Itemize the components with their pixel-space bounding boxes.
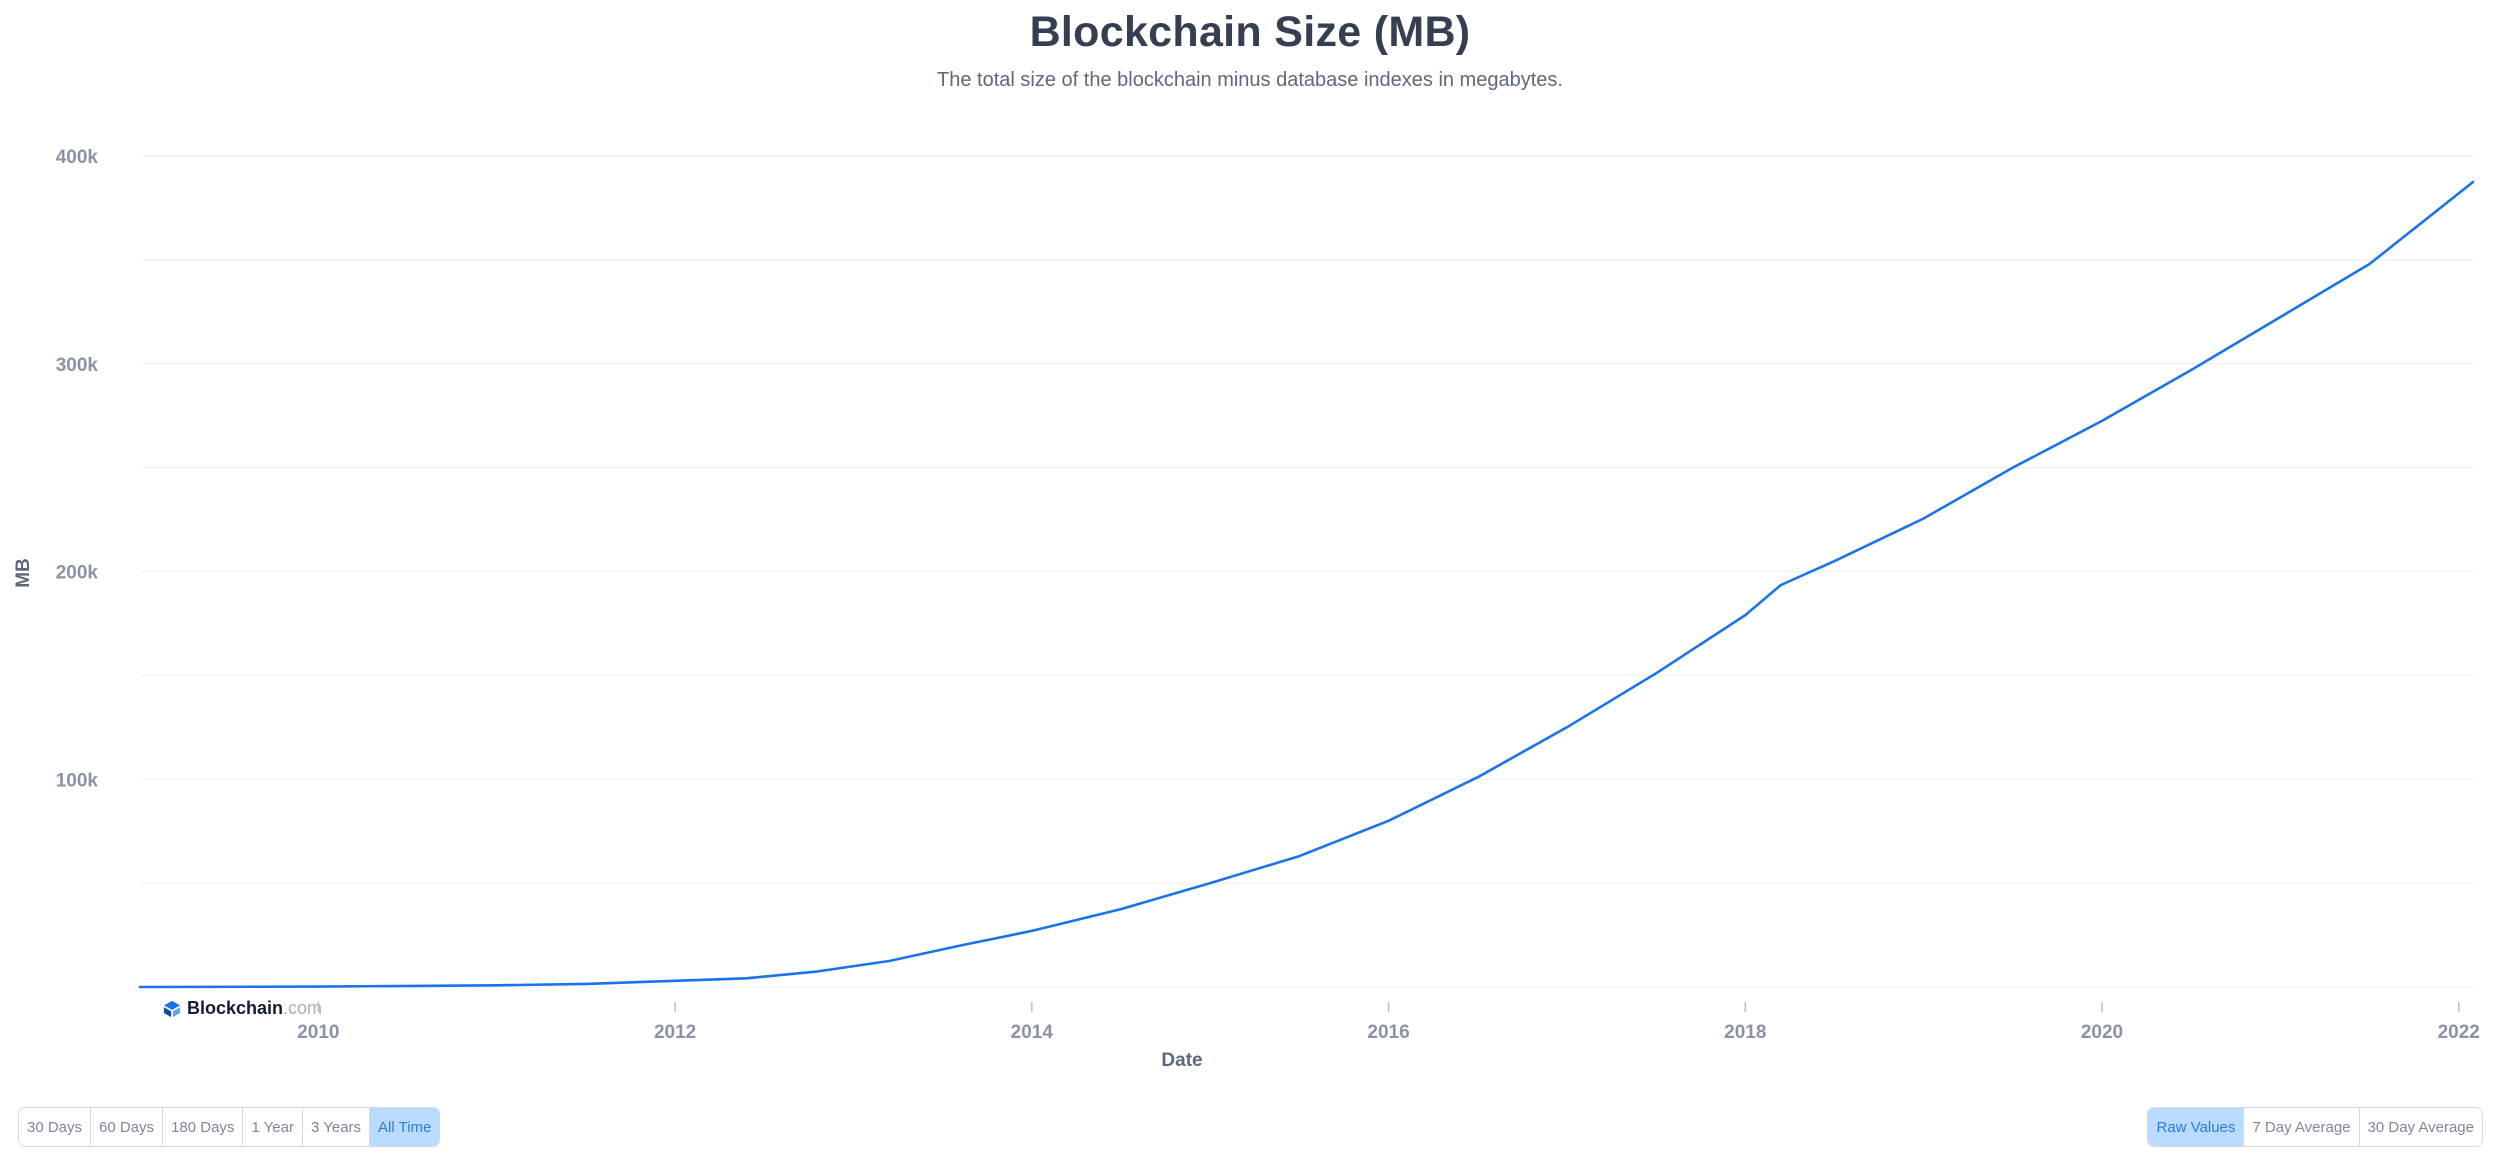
y-tick-label: 400k <box>56 147 99 168</box>
brand-tld: .com <box>283 998 323 1018</box>
mode-7-day-average-button[interactable]: 7 Day Average <box>2244 1108 2360 1146</box>
value-mode-selector: Raw Values 7 Day Average 30 Day Average <box>2147 1107 2483 1147</box>
range-1-year-button[interactable]: 1 Year <box>243 1108 303 1146</box>
chart-subtitle: The total size of the blockchain minus d… <box>937 69 1563 91</box>
y-axis-title: MB <box>13 558 34 588</box>
x-tick-label: 2010 <box>297 1022 339 1043</box>
series-line <box>138 180 2475 989</box>
x-axis-title: Date <box>1161 1050 1202 1071</box>
chart-title: Blockchain Size (MB) <box>1029 8 1471 56</box>
x-tick-label: 2018 <box>1724 1022 1766 1043</box>
range-3-years-button[interactable]: 3 Years <box>303 1108 371 1146</box>
x-axis: 2010 2012 2014 2016 2018 2020 2022 <box>297 1002 2480 1043</box>
series-group <box>138 180 2475 989</box>
x-tick-label: 2016 <box>1367 1022 1409 1043</box>
x-tick-label: 2012 <box>654 1022 696 1043</box>
brand-name: Blockchain <box>187 998 284 1018</box>
blockchain-logo-icon <box>163 1000 181 1017</box>
y-tick-label: 100k <box>56 770 99 791</box>
x-tick-label: 2014 <box>1011 1022 1054 1043</box>
y-tick-label: 300k <box>56 355 99 376</box>
mode-raw-values-button[interactable]: Raw Values <box>2148 1108 2245 1146</box>
mode-30-day-average-button[interactable]: 30 Day Average <box>2367 1118 2474 1136</box>
x-tick-label: 2020 <box>2081 1022 2123 1043</box>
gridlines <box>140 155 2473 988</box>
range-30-days-button[interactable]: 30 Days <box>19 1108 92 1146</box>
range-all-time-button[interactable]: All Time <box>370 1108 440 1146</box>
time-range-selector: 30 Days 60 Days 180 Days 1 Year 3 Years All T… <box>18 1107 441 1147</box>
range-60-days-button[interactable]: 60 Days <box>91 1108 164 1146</box>
y-axis: 100k 200k 300k 400k <box>56 147 99 791</box>
y-tick-label: 200k <box>56 563 99 584</box>
brand-logo: Blockchain .com <box>163 998 322 1019</box>
range-180-days-button[interactable]: 180 Days <box>163 1108 244 1146</box>
x-tick-label: 2022 <box>2438 1022 2480 1043</box>
